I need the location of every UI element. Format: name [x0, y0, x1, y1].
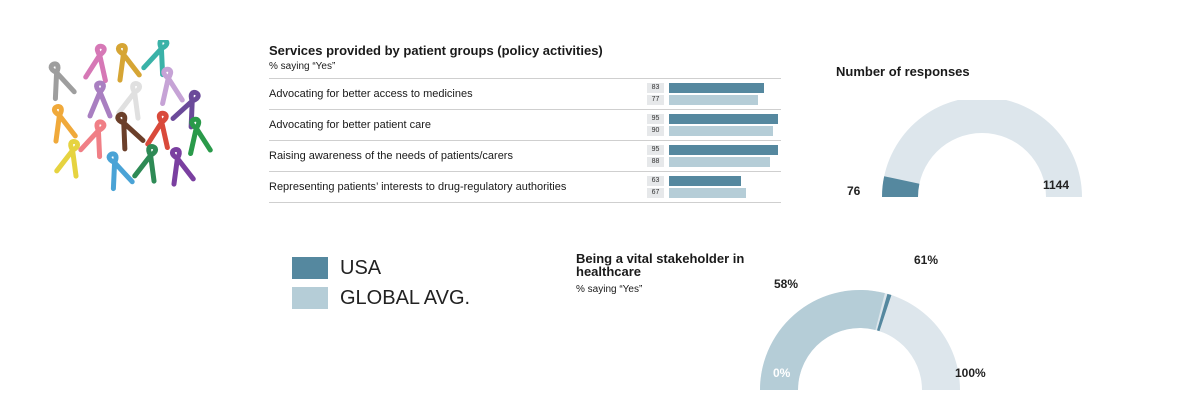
category-label: Raising awareness of the needs of patien… — [269, 150, 513, 162]
stakeholder-gauge-title: Being a vital stakeholder in healthcare — [576, 251, 745, 279]
legend: USA GLOBAL AVG. — [292, 253, 470, 313]
usa-value-label: 95 — [647, 145, 664, 155]
ribbon-icon — [132, 144, 159, 184]
ribbon-shape — [160, 66, 185, 107]
usa-value-label: 83 — [647, 83, 664, 93]
usa-value-label: 61% — [914, 253, 938, 267]
usa-value-label: 63 — [647, 176, 664, 186]
ribbon-shape — [115, 43, 142, 83]
ribbon-icon — [160, 66, 185, 107]
ribbon-icon — [83, 43, 108, 84]
ribbon-shape — [83, 43, 108, 84]
gauge-max-label: 100% — [955, 366, 986, 380]
ribbon-icon — [87, 80, 113, 119]
responses-gauge: 76 1144 — [847, 100, 1082, 198]
usa-value-marker — [876, 293, 892, 332]
ribbon-icon — [78, 119, 107, 160]
row-divider — [269, 202, 781, 203]
legend-item-global: GLOBAL AVG. — [292, 283, 470, 313]
ribbon-icon — [116, 81, 143, 121]
responses-gauge-title: Number of responses — [836, 64, 970, 79]
legend-label-usa: USA — [340, 256, 382, 279]
ribbon-icon — [54, 139, 81, 179]
legend-item-usa: USA — [292, 253, 470, 283]
category-label: Advocating for better patient care — [269, 119, 432, 131]
legend-label-global: GLOBAL AVG. — [340, 286, 471, 309]
ribbon-icon — [145, 110, 170, 151]
gauge-total-label: 1144 — [1043, 178, 1069, 192]
ribbon-shape — [116, 81, 143, 121]
usa-bar — [669, 145, 779, 155]
ribbon-icon — [106, 151, 135, 192]
global-bar — [669, 188, 747, 198]
global-bar — [669, 126, 773, 136]
gauge-value-label: 76 — [847, 184, 861, 198]
row-divider — [269, 140, 781, 141]
global-value-arc — [760, 290, 885, 390]
global-value-label: 90 — [647, 126, 664, 136]
ribbon-icon — [48, 61, 77, 102]
bar-chart-title: Services provided by patient groups (pol… — [269, 43, 603, 58]
usa-bar — [669, 114, 779, 124]
usa-bar — [669, 176, 742, 186]
global-value-label: 67 — [647, 188, 664, 198]
global-value-label: 58% — [774, 277, 798, 291]
row-divider — [269, 78, 781, 79]
global-bar — [669, 157, 771, 167]
usa-value-label: 95 — [647, 114, 664, 124]
ribbon-shape — [51, 104, 78, 144]
ribbon-icon — [115, 111, 146, 152]
gauge-value-arc — [882, 176, 920, 197]
legend-swatch-global — [292, 287, 328, 309]
ribbon-icon — [169, 147, 196, 187]
bar-chart-subtitle: % saying “Yes” — [269, 61, 336, 72]
category-label: Representing patients’ interests to drug… — [269, 181, 567, 193]
stakeholder-gauge-subtitle: % saying “Yes” — [576, 284, 643, 295]
bar-chart: Advocating for better access to medicine… — [269, 78, 781, 203]
ribbon-icon — [51, 104, 78, 144]
ribbon-shape — [48, 61, 77, 102]
gauge-min-label: 0% — [773, 366, 791, 380]
ribbon-shape — [54, 139, 81, 179]
ribbon-shape — [87, 80, 113, 119]
stakeholder-gauge: 58% 61% 0% 100% — [760, 253, 986, 390]
ribbon-shape — [145, 110, 170, 151]
gauge-track — [882, 100, 1082, 197]
ribbon-shape — [78, 119, 107, 160]
ribbon-icon — [115, 43, 142, 83]
ribbon-icon — [188, 116, 213, 157]
ribbon-shape — [132, 144, 159, 184]
row-divider — [269, 171, 781, 172]
row-divider — [269, 109, 781, 110]
ribbon-shape — [188, 116, 213, 157]
ribbon-shape — [115, 111, 146, 152]
global-value-label: 88 — [647, 157, 664, 167]
global-value-label: 77 — [647, 95, 664, 105]
global-bar — [669, 95, 758, 105]
ribbon-shape — [106, 151, 135, 192]
awareness-ribbons-graphic — [48, 40, 213, 192]
ribbon-shape — [169, 147, 196, 187]
category-label: Advocating for better access to medicine… — [269, 88, 473, 100]
legend-swatch-usa — [292, 257, 328, 279]
usa-bar — [669, 83, 765, 93]
